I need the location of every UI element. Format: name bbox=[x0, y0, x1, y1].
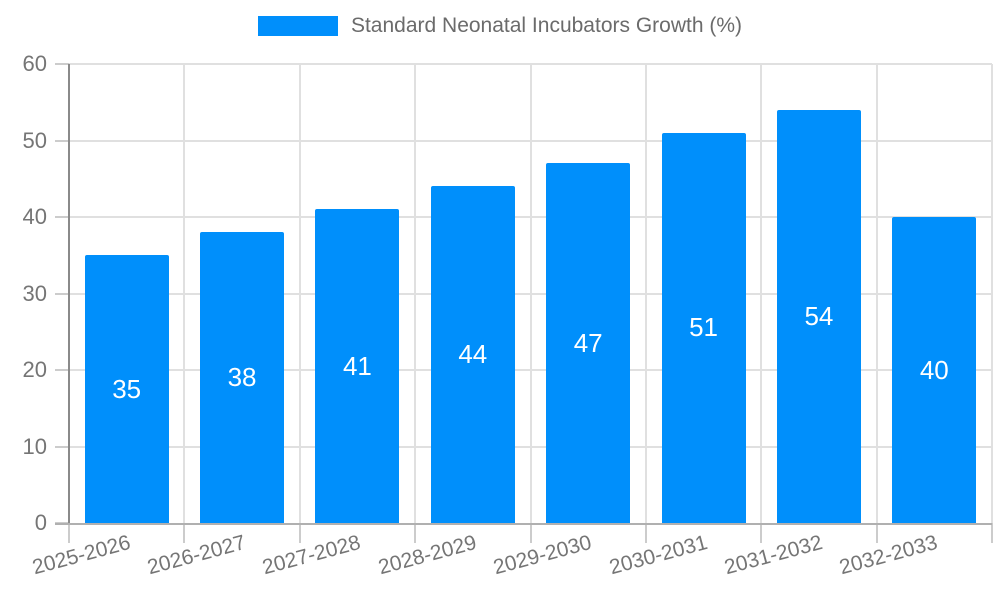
bar: 35 bbox=[84, 255, 169, 523]
y-tick bbox=[55, 369, 69, 371]
bar: 44 bbox=[430, 186, 515, 523]
bar: 40 bbox=[892, 217, 977, 523]
gridline-v bbox=[183, 64, 186, 523]
legend-item[interactable]: Standard Neonatal Incubators Growth (%) bbox=[257, 14, 743, 38]
y-axis-line bbox=[68, 64, 70, 525]
bar-value-label: 35 bbox=[112, 373, 142, 404]
x-tick bbox=[414, 523, 417, 543]
y-tick-label: 50 bbox=[22, 127, 47, 153]
gridline-v bbox=[991, 64, 993, 523]
y-tick bbox=[55, 139, 69, 142]
x-tick bbox=[760, 523, 763, 543]
bar-value-label: 47 bbox=[573, 327, 603, 358]
legend-swatch bbox=[257, 16, 338, 36]
x-tick bbox=[875, 523, 878, 543]
bar-value-label: 38 bbox=[227, 362, 257, 393]
gridline-v bbox=[644, 64, 647, 523]
bar-value-label: 54 bbox=[804, 300, 834, 331]
x-tick bbox=[183, 523, 186, 543]
bar-value-label: 40 bbox=[919, 354, 949, 385]
bar: 51 bbox=[661, 132, 746, 523]
x-tick bbox=[529, 523, 532, 543]
x-tick bbox=[991, 523, 993, 543]
x-tick bbox=[298, 523, 301, 543]
y-tick bbox=[55, 445, 69, 448]
bar: 54 bbox=[776, 109, 861, 523]
y-tick-label: 30 bbox=[22, 280, 47, 306]
bar-value-label: 41 bbox=[342, 350, 372, 381]
y-tick-label: 40 bbox=[22, 204, 47, 229]
bar-value-label: 51 bbox=[689, 312, 719, 343]
bar: 41 bbox=[315, 209, 400, 523]
gridline-v bbox=[298, 64, 301, 523]
y-tick-label: 0 bbox=[34, 510, 47, 535]
x-axis-line bbox=[55, 523, 992, 525]
x-tick bbox=[644, 523, 647, 543]
gridline-v bbox=[414, 64, 417, 523]
legend-label: Standard Neonatal Incubators Growth (%) bbox=[350, 14, 743, 37]
y-tick bbox=[55, 63, 69, 65]
legend: Standard Neonatal Incubators Growth (%) bbox=[0, 14, 1000, 38]
gridline-v bbox=[760, 64, 763, 523]
gridline-v bbox=[529, 64, 532, 523]
y-tick-label: 10 bbox=[22, 433, 47, 459]
gridline-v bbox=[875, 64, 878, 523]
bar-value-label: 44 bbox=[458, 339, 488, 370]
bar: 38 bbox=[200, 232, 285, 523]
bar: 47 bbox=[546, 163, 631, 523]
y-tick bbox=[55, 216, 69, 218]
y-tick-label: 60 bbox=[22, 51, 47, 76]
x-tick bbox=[68, 523, 70, 543]
y-tick bbox=[55, 292, 69, 295]
y-tick-label: 20 bbox=[22, 357, 47, 382]
